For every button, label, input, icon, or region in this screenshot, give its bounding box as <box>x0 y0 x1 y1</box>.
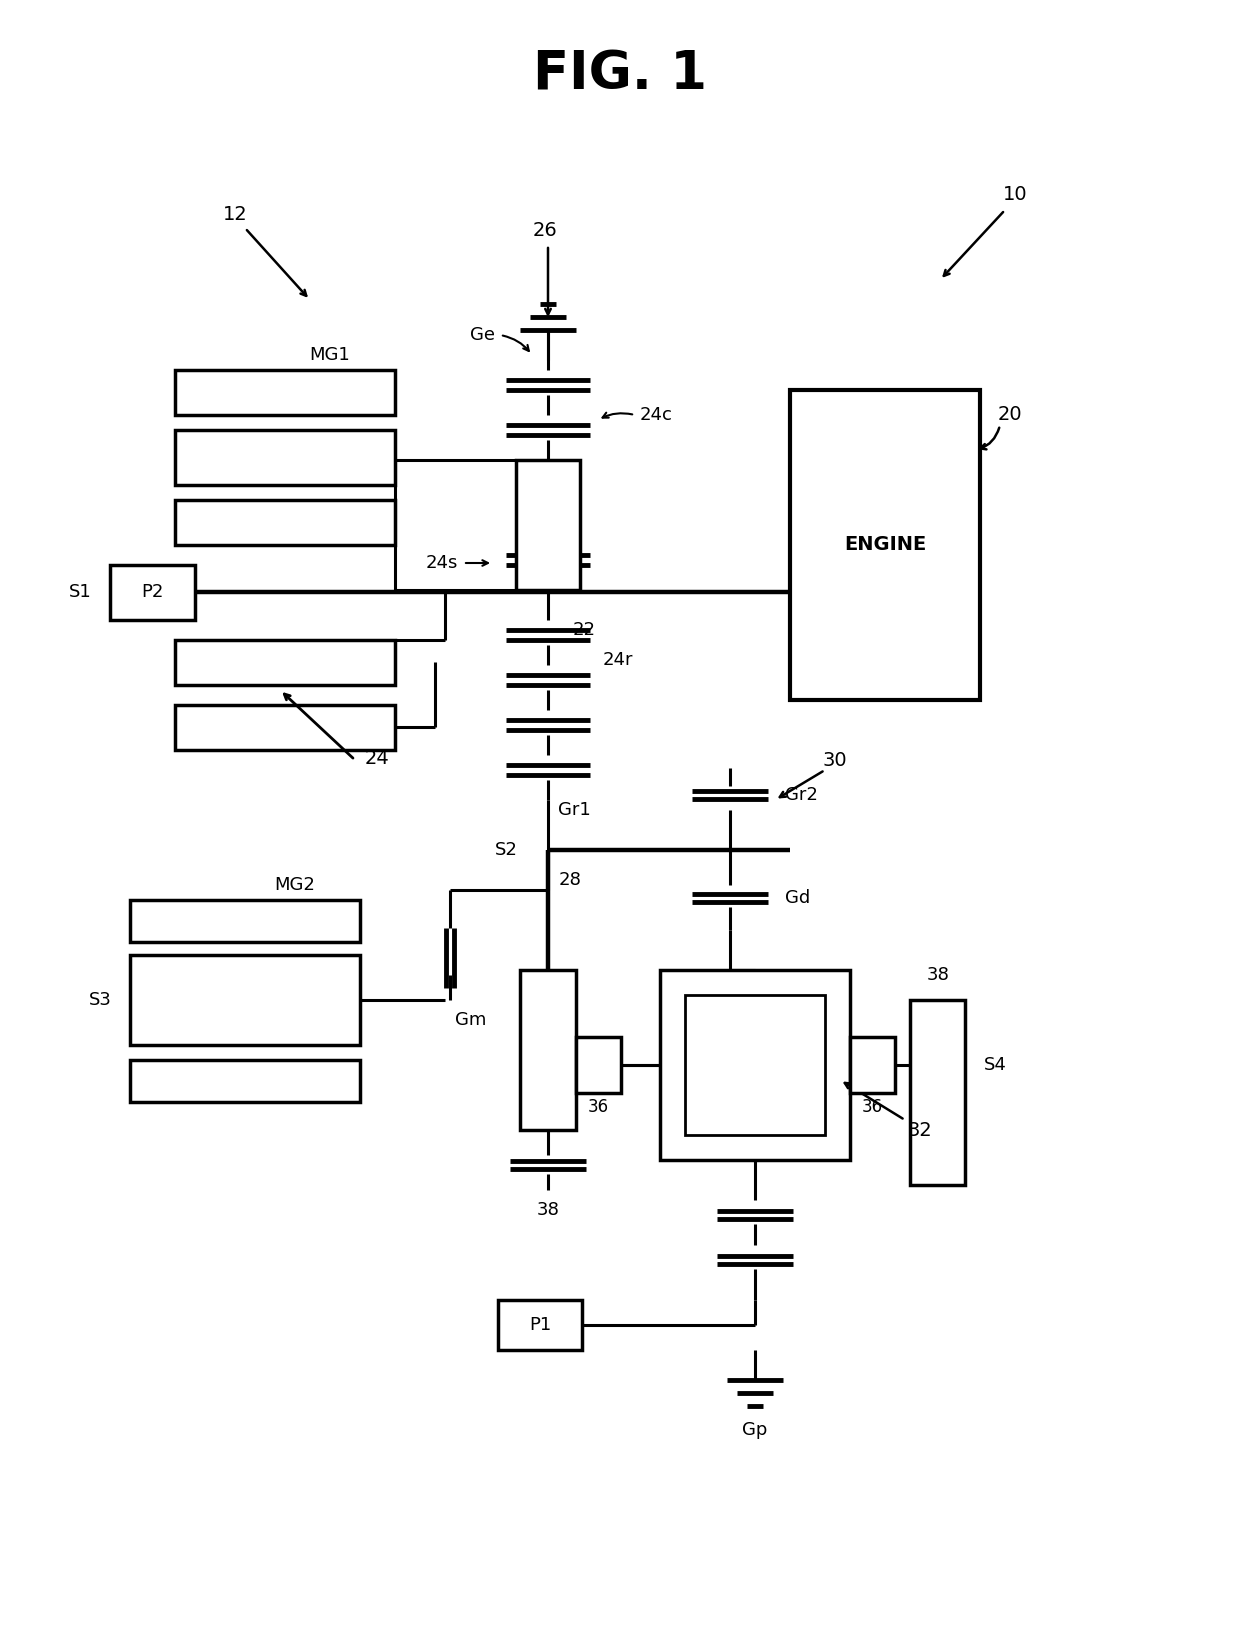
Bar <box>849 1036 895 1092</box>
Text: S1: S1 <box>68 582 92 601</box>
Bar <box>516 460 580 591</box>
Text: Gd: Gd <box>785 889 810 908</box>
Bar <box>910 1000 965 1185</box>
Text: S4: S4 <box>983 1056 1007 1074</box>
Text: Gm: Gm <box>455 1011 486 1030</box>
Text: 22: 22 <box>573 620 596 639</box>
Text: 28: 28 <box>558 871 582 889</box>
Text: 24r: 24r <box>603 652 634 668</box>
Text: 10: 10 <box>1003 185 1027 205</box>
Text: 26: 26 <box>533 221 557 239</box>
Text: Ge: Ge <box>470 327 495 343</box>
Text: Gp: Gp <box>743 1421 768 1439</box>
Text: P2: P2 <box>141 582 164 601</box>
Bar <box>175 705 396 751</box>
Bar <box>130 899 360 942</box>
Text: 32: 32 <box>908 1120 932 1140</box>
Bar <box>130 1059 360 1102</box>
Text: 24: 24 <box>365 749 389 767</box>
Text: 38: 38 <box>926 965 950 983</box>
Bar <box>130 955 360 1044</box>
Text: Gr2: Gr2 <box>785 785 818 804</box>
Text: MG2: MG2 <box>274 876 315 894</box>
Text: 24s: 24s <box>425 554 458 573</box>
Text: 20: 20 <box>998 406 1022 424</box>
Bar <box>520 970 577 1130</box>
Bar <box>790 389 980 700</box>
Text: 36: 36 <box>862 1097 883 1115</box>
Text: Gr1: Gr1 <box>558 800 590 818</box>
Text: 38: 38 <box>537 1201 559 1219</box>
Text: S3: S3 <box>88 992 112 1010</box>
Text: FIG. 1: FIG. 1 <box>533 50 707 101</box>
Text: ENGINE: ENGINE <box>844 536 926 554</box>
Bar <box>175 640 396 685</box>
Bar <box>498 1300 582 1350</box>
Text: 36: 36 <box>588 1097 609 1115</box>
Bar <box>175 431 396 485</box>
Text: S2: S2 <box>495 842 518 860</box>
Bar <box>684 995 825 1135</box>
Text: MG1: MG1 <box>310 346 351 365</box>
Bar <box>660 970 849 1160</box>
Bar <box>110 564 195 620</box>
Bar <box>175 370 396 416</box>
Text: 24c: 24c <box>640 406 673 424</box>
Bar <box>175 500 396 544</box>
Text: P1: P1 <box>529 1317 551 1333</box>
Text: 30: 30 <box>822 751 847 769</box>
Text: 12: 12 <box>223 206 247 224</box>
Bar <box>577 1036 621 1092</box>
